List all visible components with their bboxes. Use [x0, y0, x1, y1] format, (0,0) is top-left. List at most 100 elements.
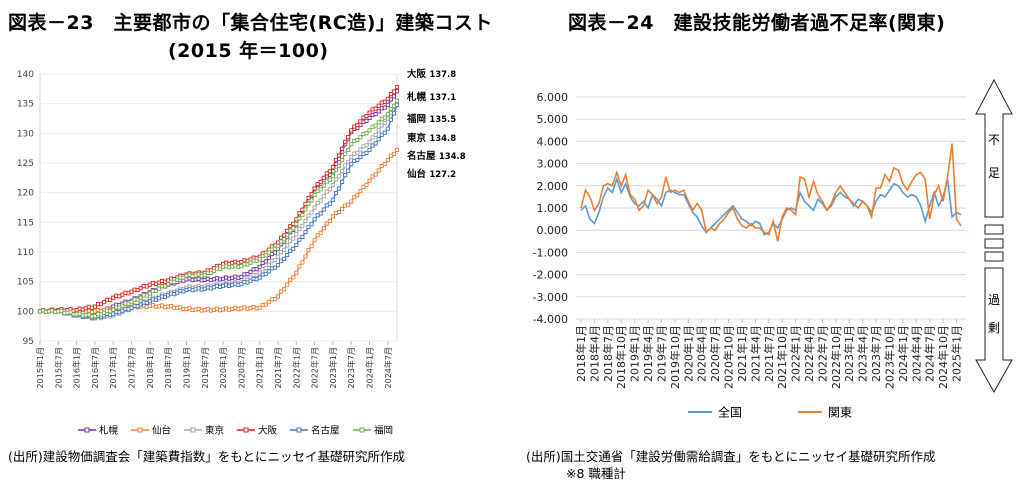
left-data-point — [129, 289, 134, 294]
left-data-point — [379, 123, 384, 128]
left-data-point — [92, 304, 97, 309]
right-ytick--2-000: -2.000 — [533, 269, 568, 282]
left-xtick-2023-1-: 2023年1月 — [328, 347, 338, 388]
left-data-point — [373, 112, 378, 117]
right-ytick-0-000: 0.000 — [537, 224, 569, 237]
left-data-point — [358, 155, 363, 160]
right-ytick-1-000: 1.000 — [537, 202, 569, 215]
left-data-point — [349, 128, 354, 133]
left-ytick-120: 120 — [17, 189, 34, 199]
right-ytick-6-000: 6.000 — [537, 91, 569, 104]
left-data-point — [333, 190, 339, 196]
left-xtick-2018-7-: 2018年7月 — [163, 347, 173, 388]
left-data-point — [367, 110, 372, 115]
left-data-point — [370, 143, 375, 148]
left-data-point — [257, 305, 262, 310]
left-end-label-4: 大阪 137.8 — [407, 68, 456, 80]
left-data-point — [175, 277, 180, 282]
right-ytick-5-000: 5.000 — [537, 113, 569, 126]
left-data-point — [254, 272, 259, 277]
right-xtick-2019-7-: 2019年7月 — [654, 325, 668, 382]
left-data-point — [336, 209, 342, 215]
left-series-5 — [37, 102, 400, 320]
left-chart-title: 図表－23 主要都市の「集合住宅(RC造)」建築コスト — [8, 12, 493, 34]
left-data-point — [327, 218, 332, 223]
down-arrow-icon — [975, 267, 1013, 394]
left-legend-marker — [84, 427, 90, 433]
left-legend-item-5: 名古屋 — [290, 425, 340, 437]
left-data-point — [330, 197, 335, 202]
left-data-point — [263, 302, 268, 307]
left-data-point — [312, 217, 317, 222]
left-data-point — [300, 260, 305, 265]
left-data-point — [291, 226, 296, 231]
left-xtick-2018-1-: 2018年1月 — [145, 347, 155, 388]
left-xtick-2020-7-: 2020年7月 — [236, 347, 246, 388]
left-data-point — [391, 94, 396, 99]
left-data-point — [382, 130, 387, 135]
left-data-point — [355, 138, 360, 143]
left-data-point — [297, 216, 302, 221]
left-data-point — [373, 106, 378, 111]
left-data-point — [291, 236, 296, 241]
left-data-point — [333, 177, 339, 182]
left-legend-label-6: 福岡 — [374, 425, 393, 437]
left-data-point — [327, 201, 332, 206]
scale-segment — [984, 251, 1004, 262]
left-data-point — [373, 172, 378, 177]
left-data-point — [385, 102, 390, 107]
left-legend-label-3: 東京 — [205, 425, 224, 437]
left-data-point — [98, 302, 104, 307]
left-data-point — [367, 147, 372, 152]
left-data-point — [153, 288, 158, 294]
left-data-point — [391, 111, 396, 116]
left-data-point — [282, 256, 287, 261]
left-data-point — [330, 165, 335, 170]
left-data-point — [394, 147, 400, 152]
left-end-label-2: 仙台 127.2 — [407, 168, 456, 180]
left-data-point — [312, 238, 317, 243]
right-source-note: (出所)国土交通省「建設労働需給調査」をもとにニッセイ基礎研究所作成 — [526, 449, 936, 464]
left-data-point — [358, 135, 363, 140]
right-xtick-2023-7-: 2023年7月 — [869, 325, 883, 382]
left-data-point — [279, 239, 284, 244]
left-data-point — [248, 269, 253, 274]
left-data-point — [266, 269, 271, 274]
left-data-point — [282, 287, 287, 292]
left-data-point — [355, 122, 360, 128]
left-data-point — [318, 187, 323, 192]
left-data-point — [266, 250, 271, 255]
left-data-point — [391, 103, 396, 108]
left-xtick-2015-1-: 2015年1月 — [35, 347, 45, 388]
left-data-point — [279, 289, 284, 294]
left-data-point — [285, 243, 290, 248]
left-line-chart: 95 100 105 110 115 120 125 130 135 140 2015年1月 2015… — [17, 68, 466, 437]
left-xtick-2017-7-: 2017年7月 — [127, 347, 137, 388]
right-xtick-2022-1-: 2022年1月 — [789, 325, 803, 382]
left-data-point — [321, 183, 326, 188]
right-ytick-2-000: 2.000 — [537, 180, 569, 193]
left-data-point — [382, 120, 387, 126]
left-data-point — [349, 162, 354, 167]
right-ytick--3-000: -3.000 — [533, 291, 568, 304]
left-data-point — [300, 212, 305, 218]
left-data-point — [327, 169, 332, 174]
left-series-4 — [37, 85, 400, 314]
left-data-point — [312, 186, 317, 191]
right-xtick-2024-1-: 2024年1月 — [896, 325, 910, 382]
left-end-label-3: 東京 134.8 — [406, 132, 456, 144]
left-data-point — [266, 255, 271, 260]
left-data-point — [376, 168, 381, 173]
left-data-point — [370, 135, 375, 140]
left-xtick-2016-7-: 2016年7月 — [90, 347, 100, 388]
left-data-point — [373, 123, 378, 128]
right-xtick-2020-10-: 2020年10月 — [722, 325, 736, 389]
left-data-point — [321, 226, 326, 231]
right-ytick-3-000: 3.000 — [537, 158, 569, 171]
scale-segment — [984, 238, 1004, 249]
left-ytick-130: 130 — [17, 129, 34, 139]
left-legend-marker — [296, 427, 302, 433]
left-legend-item-4: 大阪 — [237, 425, 278, 437]
left-series-6 — [37, 98, 400, 319]
left-legend-item-1: 札幌 — [78, 425, 119, 437]
